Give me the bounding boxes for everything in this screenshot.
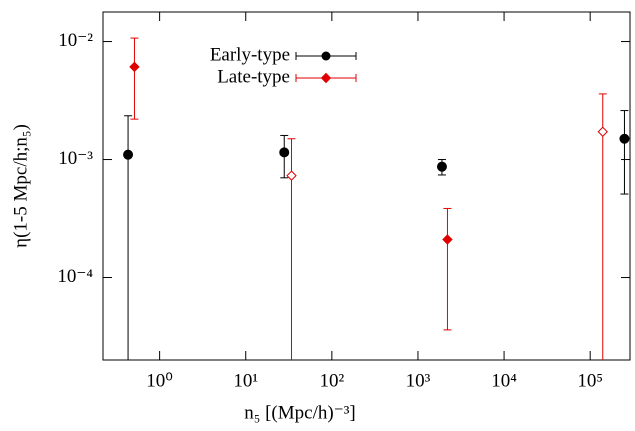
x-tick-label: 10⁵ (577, 370, 603, 391)
x-tick-label: 10² (319, 370, 344, 391)
point-marker (286, 170, 297, 181)
point-marker (279, 147, 290, 158)
point-marker (129, 61, 140, 73)
point-marker (123, 149, 134, 160)
legend-label: Late-type (217, 66, 290, 87)
x-tick-label: 10⁰ (146, 370, 173, 391)
legend-marker (321, 51, 331, 61)
legend-marker (320, 72, 332, 84)
y-tick-label: 10⁻⁴ (57, 266, 93, 287)
point-marker (436, 161, 447, 172)
y-tick-label: 10⁻³ (58, 148, 93, 169)
legend-label: Early-type (210, 44, 290, 65)
y-tick-label: 10⁻² (58, 30, 93, 51)
x-tick-label: 10⁴ (491, 370, 517, 391)
plot-area (123, 37, 630, 360)
point-marker (619, 133, 630, 144)
point-marker (597, 126, 608, 137)
y-axis-label: η(1-5 Mpc/h;n₅) (10, 124, 31, 248)
x-tick-label: 10³ (406, 370, 431, 391)
plot-frame (102, 11, 631, 361)
x-axis-label: n₅ [(Mpc/h)⁻³] (244, 402, 356, 423)
x-tick-label: 10¹ (233, 370, 258, 391)
point-marker (442, 234, 453, 245)
